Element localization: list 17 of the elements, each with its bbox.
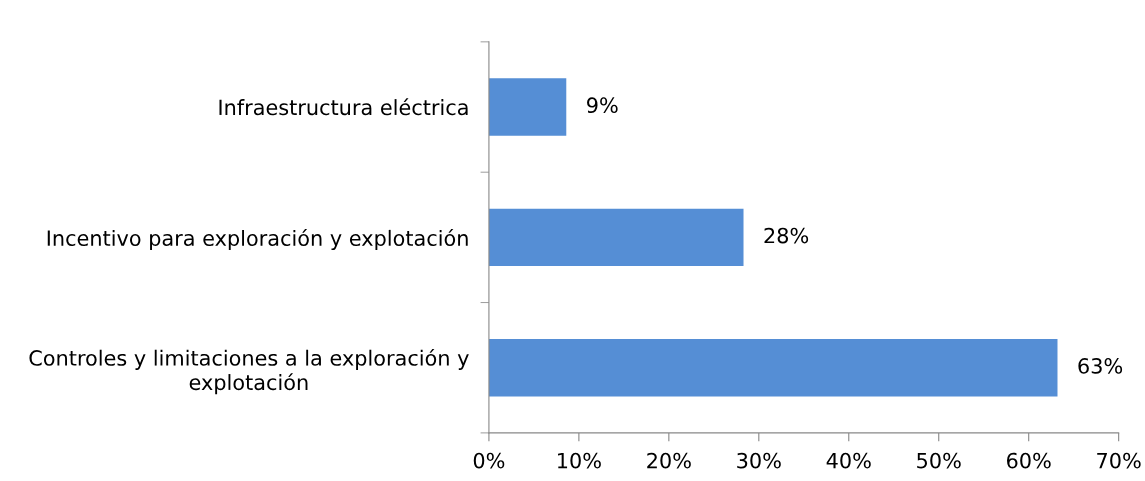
bar — [488, 208, 744, 267]
bar — [488, 78, 567, 136]
bar — [488, 339, 1058, 397]
data-label: 63% — [1078, 358, 1123, 374]
x-tick-label: 0% — [473, 452, 505, 469]
x-tick-label: 10% — [558, 452, 601, 469]
x-tick-label: 40% — [826, 452, 871, 469]
data-label: 28% — [764, 227, 809, 244]
x-tick-label: 50% — [917, 452, 961, 469]
data-label: 9% — [587, 97, 618, 114]
x-tick-label: 70% — [1097, 452, 1141, 469]
x-tick-label: 20% — [647, 452, 691, 469]
y-tick-label: Controles y limitaciones a la exploración y explotación — [29, 348, 469, 395]
y-tick-label: Infraestructura eléctrica — [219, 98, 468, 116]
y-tick-label: Incentivo para exploración y explotación — [47, 229, 468, 251]
x-tick-label: 30% — [737, 452, 781, 469]
x-tick-label: 60% — [1007, 452, 1051, 469]
